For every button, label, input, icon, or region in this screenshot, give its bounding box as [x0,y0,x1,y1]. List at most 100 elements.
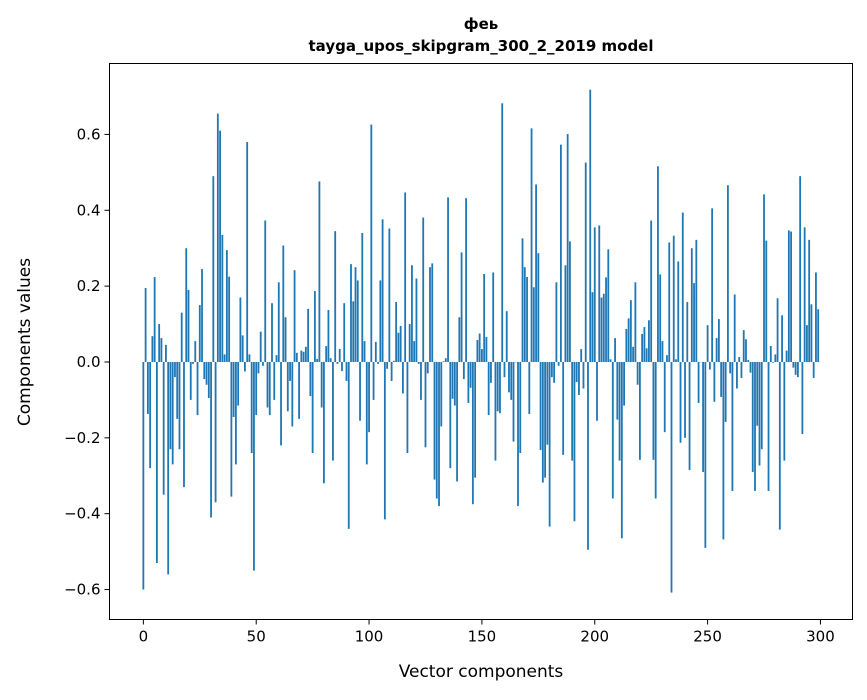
bar-235 [673,236,675,362]
bar-103 [375,342,377,362]
y-tick-label: 0.4 [77,201,101,219]
bar-263 [736,362,738,389]
bar-251 [709,362,711,370]
bar-280 [774,354,776,362]
bar-227 [655,362,657,499]
bar-178 [544,362,546,478]
bar-97 [361,233,363,362]
bar-59 [276,355,278,362]
bar-285 [786,351,788,362]
bar-10 [165,345,167,362]
bar-14 [174,362,176,377]
bar-133 [443,361,445,362]
bar-117 [407,362,409,453]
bar-286 [788,230,790,362]
bar-136 [449,362,451,468]
bar-294 [806,325,808,362]
bar-24 [197,362,199,415]
bar-287 [790,232,792,362]
y-tick-label: 0.2 [77,277,101,295]
bar-159 [501,103,503,362]
bar-211 [619,362,621,461]
y-tick-label: −0.6 [64,581,100,599]
bar-216 [630,300,632,362]
bar-127 [429,267,431,362]
bar-92 [350,264,352,362]
bar-39 [230,362,232,497]
bar-121 [416,279,418,362]
bar-131 [438,362,440,506]
bar-293 [804,227,806,362]
bar-164 [513,362,515,442]
bar-291 [799,176,801,362]
bar-272 [756,362,758,426]
bar-174 [535,184,537,361]
bar-267 [745,339,747,362]
bar-145 [470,362,472,388]
bar-153 [488,362,490,415]
y-tick-label: 0.6 [77,125,101,143]
bar-122 [418,362,420,364]
bar-26 [201,269,203,362]
bar-27 [203,362,205,379]
bar-45 [244,362,246,371]
bar-77 [316,359,318,362]
bar-250 [707,325,709,362]
bar-271 [754,362,756,491]
bar-56 [269,362,271,415]
bar-48 [251,362,253,453]
bar-219 [637,362,639,385]
bar-299 [817,309,819,362]
bar-224 [648,320,650,362]
bar-23 [194,341,196,362]
bar-139 [456,362,458,481]
bar-140 [458,317,460,362]
bar-169 [524,267,526,362]
bar-194 [580,349,582,362]
bar-20 [188,290,190,362]
bar-158 [499,362,501,413]
bar-15 [176,362,178,419]
bar-182 [553,362,555,383]
bar-185 [560,145,562,362]
bar-170 [526,277,528,362]
bar-31 [212,176,214,362]
bars-group [142,90,819,593]
bar-17 [181,313,183,362]
bar-186 [562,362,564,455]
bar-114 [400,326,402,362]
bar-21 [190,362,192,400]
bar-149 [479,334,481,362]
bar-61 [280,362,282,445]
bar-245 [695,240,697,362]
bar-222 [644,327,646,362]
bar-297 [813,362,815,378]
bar-229 [659,274,661,362]
bar-208 [612,362,614,499]
bar-290 [797,362,799,377]
bar-99 [366,362,368,464]
bar-82 [328,310,330,362]
bar-108 [386,362,388,369]
x-tick-label: 50 [247,628,266,646]
bar-155 [492,272,494,362]
bar-104 [377,362,379,364]
bar-118 [409,324,411,362]
bar-43 [240,298,242,362]
bar-90 [346,362,348,381]
bar-283 [781,315,783,362]
bar-265 [741,362,743,378]
bar-89 [343,303,345,362]
x-tick-label: 0 [139,628,149,646]
bar-146 [472,362,474,504]
bar-41 [235,362,237,464]
bar-113 [397,333,399,362]
bar-212 [621,362,623,538]
bar-261 [732,362,734,491]
bar-37 [226,250,228,362]
bar-214 [625,329,627,362]
bar-199 [592,292,594,362]
bar-152 [486,337,488,362]
bar-5 [154,277,156,362]
bar-98 [364,341,366,362]
